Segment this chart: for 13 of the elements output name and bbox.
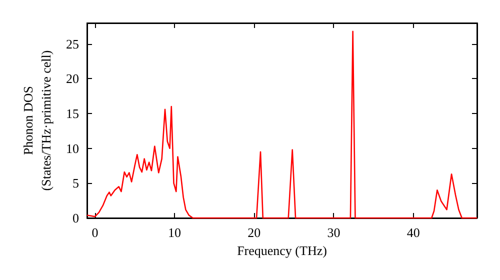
- y-tick-label: 5: [72, 176, 79, 191]
- y-tick-label: 25: [66, 36, 79, 52]
- y-tick-label: 0: [72, 210, 79, 226]
- x-tick-label: 10: [168, 225, 182, 240]
- x-axis-title: Frequency (THz): [237, 242, 327, 258]
- x-tick-label: 20: [248, 225, 261, 240]
- y-axis-title: Phonon DOS (States/THz·primitive cell): [20, 50, 54, 191]
- x-tick-label: 0: [92, 225, 98, 240]
- x-tick-label: 30: [327, 225, 340, 240]
- y-tick-label: 10: [66, 140, 79, 156]
- y-tick-label: 20: [66, 71, 79, 86]
- y-tick-label: 15: [66, 106, 79, 122]
- x-tick-label: 40: [406, 225, 420, 240]
